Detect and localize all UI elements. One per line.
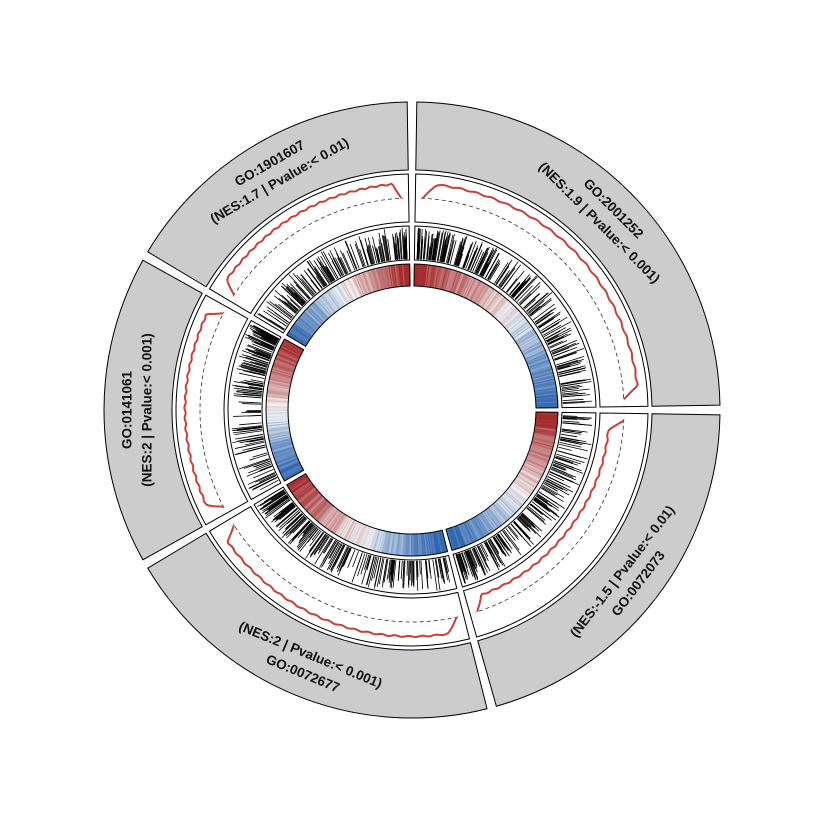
rank-heat-track bbox=[265, 263, 559, 557]
curve-track-frame-go-1901607 bbox=[208, 173, 410, 315]
heat-track-frame-go-2001252 bbox=[413, 263, 559, 409]
sector-header-go-0072073 bbox=[477, 413, 721, 707]
zero-line-go-1901607 bbox=[232, 197, 404, 297]
sector-header-go-2001252 bbox=[415, 101, 721, 407]
header-track bbox=[103, 101, 721, 719]
zero-line-go-0072677 bbox=[232, 523, 459, 623]
curve-track-frame-go-0072677 bbox=[208, 505, 471, 647]
sector-header-go-0072677 bbox=[147, 532, 488, 719]
gene-hits-go-0141061 bbox=[231, 324, 279, 491]
sector-label-stats-go-0141061: (NES:2 | Pvalue:< 0.001) bbox=[140, 333, 155, 486]
heat-track-frame-go-0072073 bbox=[445, 411, 559, 552]
enrichment-curve-go-0072073 bbox=[476, 419, 625, 613]
rank-heat-go-1901607 bbox=[286, 264, 411, 347]
sector-label-id-go-0141061: GO:0141061 bbox=[120, 370, 135, 449]
rank-heat-go-2001252 bbox=[413, 264, 558, 409]
hit-track-frame-go-0072677 bbox=[253, 486, 458, 595]
enrichment-curve-go-0072677 bbox=[226, 524, 458, 639]
gene-hits-go-1901607 bbox=[257, 227, 408, 331]
zero-line-go-0141061 bbox=[199, 311, 225, 509]
curve-track-frame-go-2001252 bbox=[414, 173, 649, 408]
gene-hit-track bbox=[227, 225, 597, 595]
enrichment-curve-go-1901607 bbox=[226, 182, 403, 296]
hit-track-frame-go-0072073 bbox=[452, 411, 597, 588]
rank-heat-go-0072073 bbox=[445, 411, 558, 551]
heat-track-frame-go-1901607 bbox=[286, 263, 411, 348]
zero-line-go-2001252 bbox=[420, 197, 625, 402]
gene-hits-go-0072073 bbox=[455, 415, 593, 584]
zero-line-go-0072073 bbox=[475, 418, 625, 613]
heat-track-frame-go-0072677 bbox=[286, 472, 449, 557]
enrichment-curve-go-0141061 bbox=[183, 312, 224, 508]
gene-hits-go-2001252 bbox=[416, 227, 593, 404]
sector-header-go-0141061 bbox=[103, 259, 203, 561]
heat-track-frame-go-0141061 bbox=[265, 338, 305, 482]
gene-hits-go-0072677 bbox=[256, 489, 451, 591]
curve-track-frame-go-0072073 bbox=[462, 412, 649, 638]
enrichment-curve-track bbox=[175, 173, 649, 647]
sector-header-go-1901607 bbox=[147, 101, 409, 288]
rank-heat-go-0072677 bbox=[286, 473, 448, 556]
enrichment-curve-go-2001252 bbox=[421, 183, 639, 400]
